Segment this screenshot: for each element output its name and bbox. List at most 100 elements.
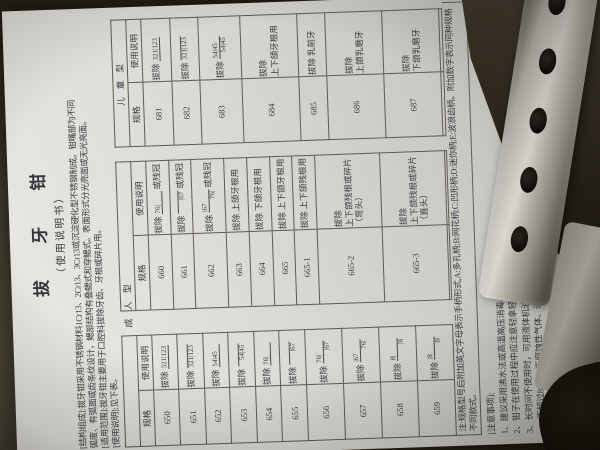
usage-cell: 拔除 321|123 bbox=[169, 17, 200, 82]
usage-text: 上下颌牙根用 bbox=[268, 24, 280, 77]
adult-table-right: 规格 使用说明 660 拔除 76| 或残冠 661 拔除 |67 或残冠 662 拔除 |67 76| 或… bbox=[115, 150, 452, 312]
spec-cell: 665-2 bbox=[317, 227, 385, 305]
table-row: 656 拔除 76| |67 bbox=[304, 328, 346, 441]
table-row: 651 拔除 321|123 bbox=[177, 333, 207, 446]
usage-action: 拔除 bbox=[287, 366, 298, 385]
table-row: 655 拔除 |67 bbox=[278, 329, 309, 442]
table-row: 686 拔除 上颌乳磨牙 bbox=[324, 10, 387, 140]
usage-text: 乳前牙 bbox=[305, 30, 317, 57]
usage-action: 拔除 bbox=[392, 363, 404, 381]
spec-cell: 660 bbox=[148, 234, 174, 311]
table-row: 652 拔除 54|45 bbox=[202, 332, 232, 445]
usage-action: 拔除 bbox=[179, 62, 190, 80]
usage-cell: 拔除 |67 或残冠 bbox=[168, 159, 194, 235]
usage-text: 上下颌残根用 bbox=[297, 157, 310, 210]
usage-cell: 拔除 上下颌残根用 bbox=[291, 155, 318, 231]
tooth-notation: |8 8| bbox=[426, 336, 443, 361]
usage-text: 下颌牙根用 bbox=[252, 167, 265, 212]
spec-cell: 665 bbox=[271, 230, 298, 306]
usage-cell: 拔除 321|123 bbox=[151, 334, 180, 391]
usage-action: 拔除 bbox=[214, 61, 225, 79]
usage-action: 拔除 bbox=[175, 215, 187, 234]
usage-cell: 拔除 54|45 54|45 bbox=[197, 15, 242, 81]
tooth-notation: 54|45 bbox=[237, 343, 247, 367]
usage-action: 拔除 bbox=[299, 211, 311, 229]
spec-cell: 650 bbox=[153, 389, 182, 446]
usage-text: 上下颌牙根用 bbox=[274, 158, 287, 211]
usage-cell: 拔除 54|45 bbox=[228, 331, 256, 388]
table-row: 682 拔除 321|123 bbox=[169, 17, 203, 146]
adult-table-left: 规格 使用说明 650 拔除 321|123 651 拔除 321|123 652 拔除 54|45… bbox=[121, 324, 457, 448]
table-row: 654 拔除 76| bbox=[253, 330, 283, 443]
spec-cell: 652 bbox=[204, 387, 232, 445]
usage-cell: 拔除 上颌乳磨牙 bbox=[324, 10, 385, 77]
usage-cell: 拔除 |8 8| bbox=[415, 324, 455, 382]
usage-cell: 拔除 下颌乳磨牙 bbox=[381, 8, 442, 75]
usage-cell: 拔除 321|123 bbox=[177, 333, 205, 390]
tooth-notation: 76| bbox=[154, 191, 163, 215]
tooth-notation: 321|123 bbox=[150, 36, 161, 62]
usage-cell: 拔除 |67 76| bbox=[341, 327, 381, 384]
usage-action: 拔除 bbox=[355, 364, 367, 382]
spec-cell: 662 bbox=[193, 232, 230, 309]
table-row: 650 拔除 321|123 bbox=[151, 334, 182, 446]
usage-action: 拔除 bbox=[276, 212, 288, 230]
usage-cell: 拔除 下颌牙根用 bbox=[246, 156, 272, 233]
usage-action: 拔除 bbox=[236, 368, 247, 387]
table-row: 681 拔除 321|123 bbox=[140, 18, 174, 147]
table-row: 684 拔除 上下颌牙根用 bbox=[239, 13, 301, 143]
tooth-notation: 76| |67 bbox=[315, 340, 332, 365]
spec-cell: 664 bbox=[249, 231, 275, 307]
tooth-notation: 321|123 bbox=[186, 343, 196, 369]
usage-action: 拔除 bbox=[261, 367, 273, 386]
handle-hole bbox=[546, 0, 568, 17]
table-row: 687 拔除 下颌乳磨牙 bbox=[381, 8, 444, 138]
usage-action: 拔除 bbox=[332, 210, 344, 228]
spec-tables: 成 人 型 规格 使用说明 650 拔除 321|123 651 拔除 321|123 652 拔… bbox=[110, 6, 457, 447]
handle-hole bbox=[509, 225, 530, 254]
spec-cell: 659 bbox=[417, 379, 457, 437]
spec-cell: 665-3 bbox=[382, 225, 450, 302]
usage-cell: 拔除 上下颌牙根用 bbox=[239, 13, 299, 80]
usage-action: 拔除 bbox=[254, 212, 265, 231]
tooth-notation: 54|45 bbox=[211, 344, 221, 368]
usage-action: 拔除 bbox=[203, 214, 215, 233]
spec-cell: 683 bbox=[199, 79, 244, 145]
usage-cell: 拔除 上下颌残根或碎片（弯头） bbox=[314, 152, 383, 230]
usage-action: 拔除 bbox=[397, 207, 409, 226]
usage-cell: 拔除 321|123 bbox=[140, 18, 172, 83]
spec-cell: 657 bbox=[343, 382, 383, 440]
tooth-notation: |67 bbox=[288, 341, 297, 366]
usage-cell: 拔除 76| 或残冠 bbox=[145, 160, 171, 236]
spec-cell: 687 bbox=[384, 72, 444, 138]
usage-action: 拔除 bbox=[159, 371, 171, 389]
spec-cell: 684 bbox=[241, 77, 301, 143]
spec-cell: 682 bbox=[171, 80, 203, 146]
usage-action: 拔除 bbox=[343, 56, 354, 75]
usage-action: 拔除 bbox=[185, 370, 197, 388]
usage-action: 拔除 bbox=[429, 361, 441, 380]
tooth-notation: 8| |8 bbox=[389, 338, 406, 362]
spec-cell: 656 bbox=[306, 383, 346, 441]
tooth-notation: 54|45 54|45 bbox=[210, 36, 228, 60]
usage-action: 拔除 bbox=[400, 54, 411, 73]
usage-cell: 拔除 |67 bbox=[278, 329, 307, 387]
usage-action: 拔除 bbox=[150, 63, 162, 81]
tooth-notation: |67 bbox=[176, 190, 186, 214]
tooth-notation: |67 76| bbox=[352, 339, 369, 363]
usage-action: 拔除 bbox=[231, 213, 243, 232]
table-row: 683 拔除 54|45 54|45 bbox=[197, 15, 244, 145]
tooth-notation: 321|123 bbox=[159, 344, 170, 370]
spec-cell: 651 bbox=[179, 388, 207, 446]
usage-cell: 拔除 54|45 bbox=[202, 332, 231, 389]
tooth-notation: 321|123 bbox=[180, 35, 189, 61]
usage-text: 上颌乳磨牙 bbox=[353, 30, 366, 74]
spec-cell: 661 bbox=[170, 233, 197, 310]
usage-action: 拔除 bbox=[306, 57, 317, 76]
table-row: 659 拔除 |8 8| bbox=[415, 324, 457, 437]
child-table: 儿 童 型规格 使用说明 681 拔除 321|123 682 拔除 321|123 683 拔除… bbox=[110, 8, 446, 148]
table-row: 685 拔除 乳前牙 bbox=[296, 12, 330, 141]
table-row: 662 拔除 |67 76| 或残冠 bbox=[190, 158, 230, 309]
spec-cell: 681 bbox=[142, 81, 174, 147]
